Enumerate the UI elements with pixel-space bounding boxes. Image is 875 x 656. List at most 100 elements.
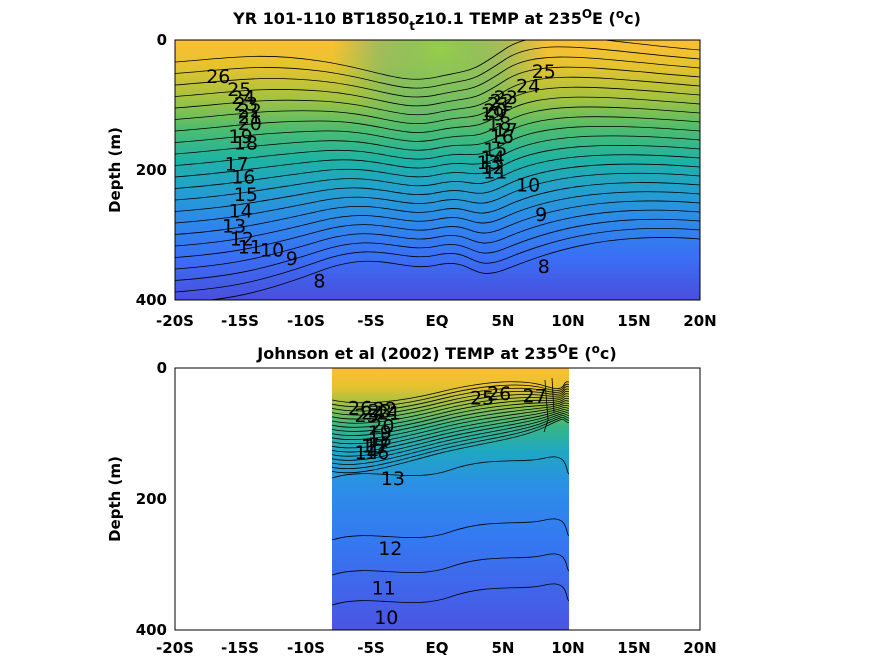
contour-label: 16 — [490, 126, 514, 148]
top-x-tick-5s: -5S — [357, 312, 384, 330]
contour-label: 27 — [523, 386, 547, 408]
bottom-x-tick-5s: -5S — [357, 639, 384, 656]
isotherm-line — [175, 46, 700, 89]
contour-label: 8 — [538, 256, 550, 278]
contour-label: 19 — [229, 126, 253, 148]
bottom-x-tick-10s: -10S — [287, 639, 325, 656]
top-y-tick-400: 400 — [136, 291, 167, 309]
top-x-tick-20n: 20N — [683, 312, 716, 330]
contour-label: 23 — [234, 94, 258, 116]
top-y-axis-label: Depth (m) — [106, 127, 124, 213]
contour-label: 18 — [234, 133, 258, 155]
bottom-panel: Johnson et al (2002) TEMP at 235OE (oc) … — [106, 342, 717, 656]
contour-label: 22 — [238, 100, 262, 122]
isotherm-line — [175, 154, 700, 201]
isotherm-line — [175, 66, 700, 107]
contour-label: 19 — [368, 422, 392, 444]
contour-label: 26 — [206, 66, 230, 88]
contour-label: 11 — [238, 237, 262, 259]
top-x-tick-10n: 10N — [551, 312, 584, 330]
isotherm-line — [332, 395, 569, 428]
bottom-y-tick-400: 400 — [136, 621, 167, 639]
contour-label: 19 — [481, 103, 505, 125]
contour-label: 23 — [494, 87, 518, 109]
top-x-tick-10s: -10S — [287, 312, 325, 330]
isotherm-line — [332, 386, 569, 412]
contour-label: 9 — [535, 204, 547, 226]
contour-label: 8 — [313, 271, 325, 293]
isotherm-line — [175, 135, 700, 178]
contour-label: 10 — [374, 607, 398, 629]
isotherm-line — [175, 144, 700, 189]
isotherm-line — [332, 383, 569, 408]
bottom-x-tick-15s: -15S — [221, 639, 259, 656]
bottom-x-tick-5n: 5N — [492, 639, 515, 656]
contour-label: 23 — [368, 401, 392, 423]
isotherm-line — [175, 200, 700, 258]
top-contour-field — [175, 40, 700, 300]
isotherm-line — [175, 96, 700, 133]
isotherm-line — [332, 393, 569, 424]
top-x-tick-15s: -15S — [221, 312, 259, 330]
contour-label: 25 — [532, 61, 556, 83]
top-x-tick-20s: -20S — [156, 312, 194, 330]
contour-label: 24 — [231, 87, 255, 109]
isotherm-line — [332, 415, 569, 465]
isotherm-line — [175, 86, 700, 125]
isotherm-line — [175, 172, 700, 224]
top-panel-title: YR 101-110 BT1850tz10.1 TEMP at 235OE (o… — [232, 7, 641, 33]
contour-label: 17 — [494, 120, 518, 142]
contour-label: 18 — [487, 113, 511, 135]
top-x-tick-5n: 5N — [492, 312, 515, 330]
isotherm-line — [332, 390, 569, 420]
isotherm-line — [332, 407, 569, 449]
contour-label: 22 — [490, 91, 514, 113]
isotherm-line — [175, 227, 700, 293]
contour-label: 12 — [378, 538, 402, 560]
isotherm-line — [175, 125, 700, 166]
bottom-x-tick-20n: 20N — [683, 639, 716, 656]
isotherm-line — [332, 402, 569, 441]
contour-label: 14 — [355, 442, 379, 464]
bottom-y-tick-0: 0 — [157, 359, 167, 377]
isotherm-line — [332, 400, 569, 436]
isotherm-line — [175, 191, 700, 247]
contour-label: 24 — [516, 76, 540, 98]
top-x-tick-15n: 15N — [617, 312, 650, 330]
contour-label: 15 — [234, 184, 258, 206]
top-x-tick-eq: EQ — [426, 312, 449, 330]
contour-label: 17 — [365, 435, 389, 457]
contour-label: 10 — [516, 174, 540, 196]
isotherm-line — [175, 182, 700, 235]
isotherm-line — [332, 397, 569, 432]
isotherm-line — [175, 56, 700, 98]
isotherm-line — [175, 209, 700, 270]
contour-label: 20 — [483, 100, 507, 122]
bottom-x-tick-15n: 15N — [617, 639, 650, 656]
contour-label: 11 — [372, 577, 396, 599]
bottom-x-tick-eq: EQ — [426, 639, 449, 656]
isotherm-line — [332, 409, 569, 453]
contour-label: 13 — [222, 215, 246, 237]
bottom-panel-title: Johnson et al (2002) TEMP at 235OE (oc) — [256, 342, 616, 363]
contour-label: 9 — [286, 248, 298, 270]
contour-label: 17 — [225, 154, 249, 176]
isotherm-line — [332, 583, 569, 606]
contour-label: 20 — [238, 113, 262, 135]
bottom-y-tick-200: 200 — [136, 490, 167, 508]
isotherm-line — [332, 553, 569, 576]
contour-label: 20 — [370, 416, 394, 438]
contour-label: 25 — [470, 388, 494, 410]
isotherm-line — [175, 163, 700, 212]
top-y-tick-0: 0 — [157, 31, 167, 49]
contour-label: 26 — [348, 397, 372, 419]
contour-label: 12 — [481, 157, 505, 179]
top-panel: YR 101-110 BT1850tz10.1 TEMP at 235OE (o… — [106, 7, 717, 330]
isotherm-line — [332, 417, 569, 470]
contour-label: 16 — [231, 167, 255, 189]
contour-label: 11 — [483, 161, 507, 183]
contour-label: 21 — [377, 403, 401, 425]
contour-label: 21 — [487, 94, 511, 116]
